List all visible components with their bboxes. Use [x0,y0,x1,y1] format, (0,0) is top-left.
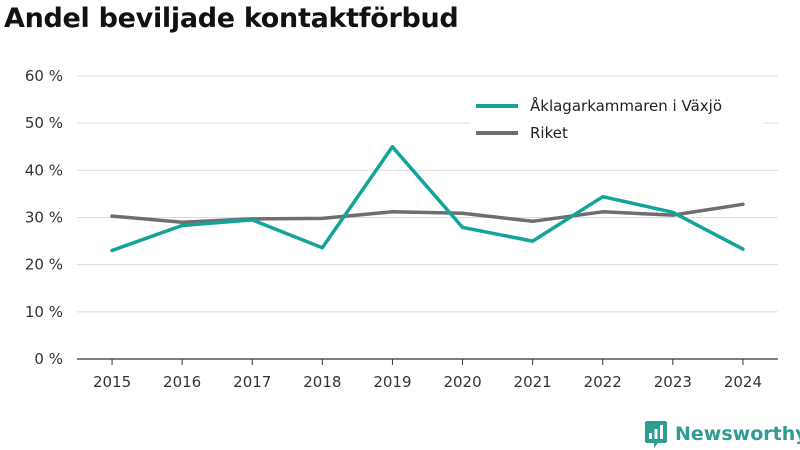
legend-label: Riket [530,124,568,142]
x-tick-label: 2017 [233,373,271,391]
gridlines [77,75,778,313]
data-point [531,219,535,223]
data-point [601,195,605,199]
series-line-riket [110,202,745,224]
data-point [531,239,535,243]
series-line-vaxjo [110,145,745,253]
data-point [180,220,184,224]
x-tick-label: 2016 [163,373,201,391]
x-tick-label: 2015 [93,373,131,391]
data-point [110,248,114,253]
data-point [460,225,465,230]
data-point [320,246,324,250]
data-point [250,218,254,222]
newsworthy-logo-icon [645,421,667,448]
data-point [601,210,605,214]
data-point [390,145,395,149]
x-tick-label: 2022 [584,373,622,391]
x-tick-label: 2020 [443,373,481,391]
y-tick-label: 20 % [25,256,63,274]
legend-background [470,92,764,150]
x-tick-label: 2018 [303,373,341,391]
x-tick-label: 2019 [373,373,411,391]
y-tick-label: 10 % [25,303,63,321]
data-point [110,214,114,218]
y-tick-label: 50 % [25,114,63,132]
y-tick-label: 30 % [25,209,63,227]
chart-title: Andel beviljade kontaktförbud [4,3,459,34]
x-tick-label: 2024 [724,373,762,391]
y-axis-ticks: 0 % 10 % 20 % 30 % 40 % 50 % 60 % [25,67,63,368]
data-point [460,211,465,215]
data-point [671,210,675,214]
x-tick-label: 2023 [654,373,692,391]
brand-name: Newsworthy [675,423,800,445]
brand-logo: Newsworthy [644,419,800,449]
data-point [180,223,184,228]
data-point [741,202,745,206]
data-point [741,247,745,251]
x-axis-ticks: 2015 2016 2017 2018 2019 2020 2021 2022 2023 2024 [77,358,778,391]
data-point [320,216,324,221]
data-point [390,210,395,214]
y-tick-label: 0 % [34,350,63,368]
y-tick-label: 40 % [25,161,63,179]
x-tick-label: 2021 [514,373,552,391]
legend-label: Åklagarkammaren i Växjö [530,96,722,115]
series-lines [110,145,745,253]
y-tick-label: 60 % [25,67,63,85]
legend: Åklagarkammaren i Växjö Riket [470,92,764,150]
